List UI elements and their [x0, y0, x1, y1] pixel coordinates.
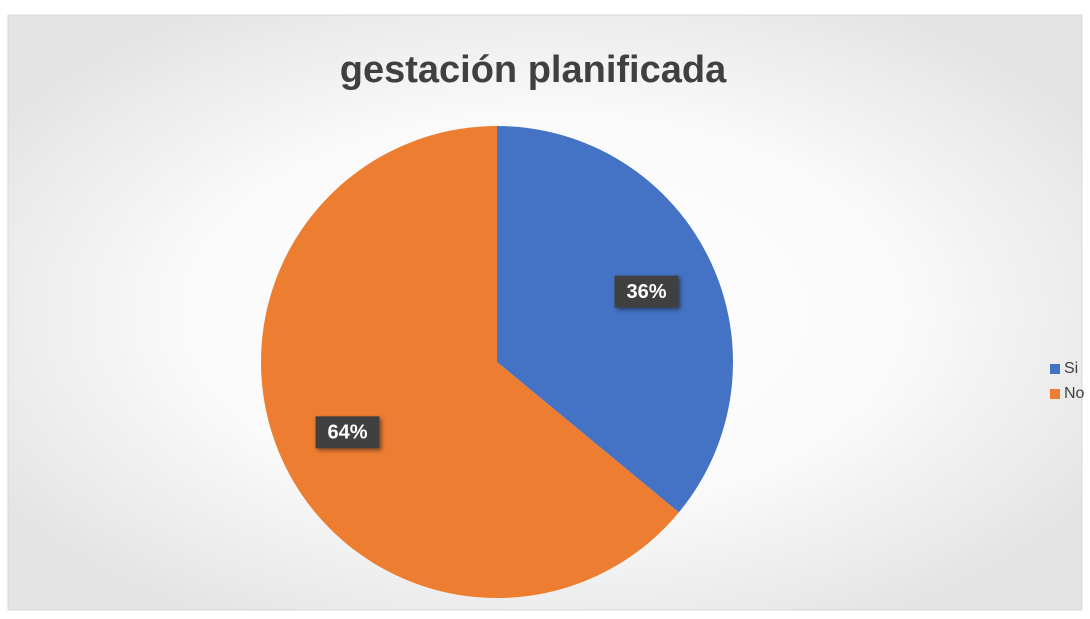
data-labels: 36% 64% — [315, 275, 679, 449]
data-label-box — [614, 275, 679, 308]
legend-label: Si — [1064, 360, 1078, 377]
data-label-box — [315, 416, 380, 449]
legend-swatch — [1050, 364, 1060, 374]
legend: Si No — [1050, 360, 1085, 402]
pie-slice — [261, 126, 679, 598]
chart-title: gestación planificada — [340, 49, 727, 91]
pie-slice — [497, 126, 733, 513]
legend-swatch — [1050, 389, 1060, 399]
data-label: 64% — [328, 422, 368, 444]
data-label: 36% — [626, 281, 666, 303]
legend-label: No — [1064, 385, 1085, 402]
pie — [261, 126, 733, 598]
